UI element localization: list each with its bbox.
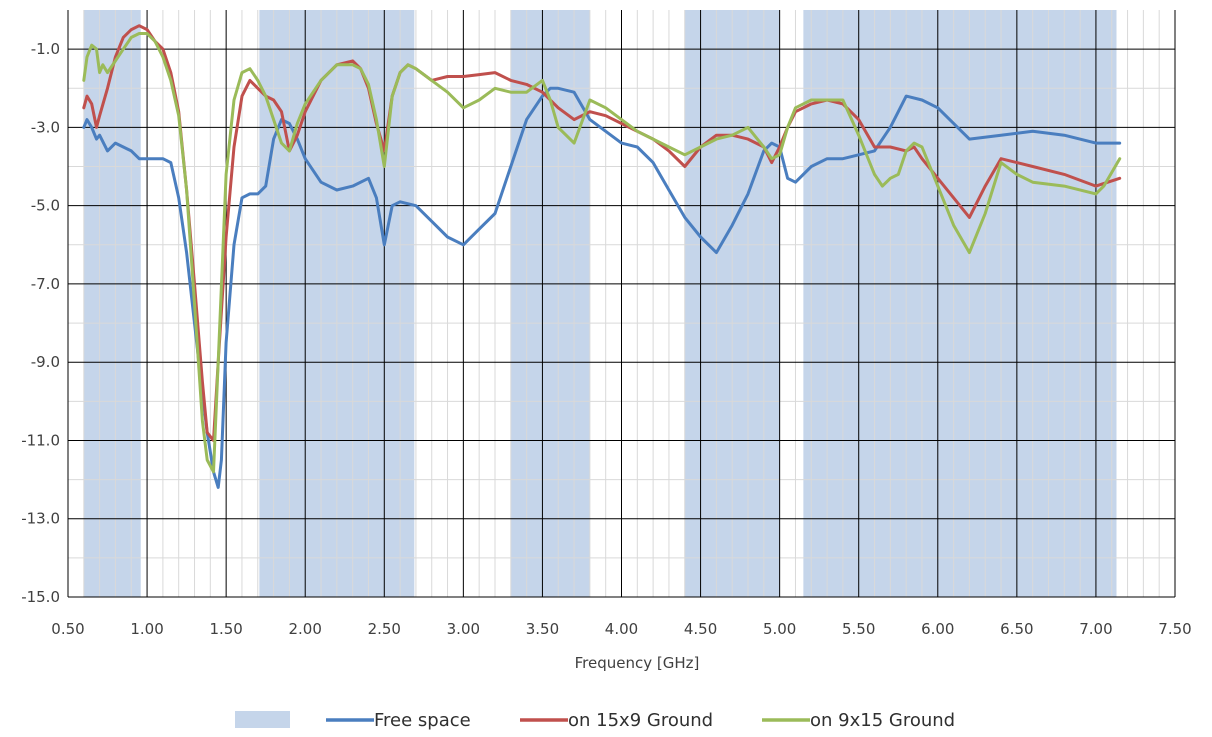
- x-tick-label: 0.50: [51, 620, 84, 638]
- x-tick-label: 6.00: [921, 620, 954, 638]
- x-tick-label: 6.50: [1000, 620, 1033, 638]
- legend-swatch-bands: [235, 711, 290, 728]
- y-tick-label: -7.0: [31, 275, 60, 293]
- y-axis-tick-labels: -1.0 -3.0 -5.0 -7.0 -9.0 -11.0 -13.0 -15.0: [21, 40, 60, 606]
- x-tick-label: 1.00: [130, 620, 163, 638]
- frequency-bands: [83, 10, 1117, 597]
- x-tick-label: 7.00: [1079, 620, 1112, 638]
- x-tick-label: 4.50: [684, 620, 717, 638]
- x-tick-label: 5.50: [842, 620, 875, 638]
- x-tick-label: 1.50: [209, 620, 242, 638]
- y-tick-label: -9.0: [31, 353, 60, 371]
- legend-label-1: on 15x9 Ground: [568, 710, 713, 731]
- y-tick-label: -5.0: [31, 197, 60, 215]
- series-lines: [82, 24, 1122, 489]
- legend: Free space on 15x9 Ground on 9x15 Ground: [235, 710, 955, 731]
- x-tick-label: 3.50: [526, 620, 559, 638]
- gridlines: [67, 10, 1176, 598]
- x-tick-label: 2.00: [289, 620, 322, 638]
- band-0: [83, 10, 141, 597]
- y-tick-label: -11.0: [21, 431, 60, 449]
- y-tick-label: -15.0: [21, 588, 60, 606]
- legend-label-2: on 9x15 Ground: [810, 710, 955, 731]
- x-tick-label: 4.00: [605, 620, 638, 638]
- y-tick-label: -3.0: [31, 118, 60, 136]
- series-line-2: [82, 32, 1122, 474]
- band-2: [510, 10, 590, 597]
- x-axis-title: Frequency [GHz]: [575, 654, 700, 672]
- x-tick-label: 7.50: [1158, 620, 1191, 638]
- series-line-0: [82, 86, 1122, 489]
- x-tick-label: 2.50: [368, 620, 401, 638]
- y-tick-label: -13.0: [21, 510, 60, 528]
- band-4: [803, 10, 1117, 597]
- x-tick-label: 3.00: [447, 620, 480, 638]
- x-axis-tick-labels: 0.50 1.00 1.50 2.00 2.50 3.00 3.50 4.00 4.50 5.00…: [51, 620, 1191, 638]
- y-tick-label: -1.0: [31, 40, 60, 58]
- x-tick-label: 5.00: [763, 620, 796, 638]
- legend-label-0: Free space: [374, 710, 471, 731]
